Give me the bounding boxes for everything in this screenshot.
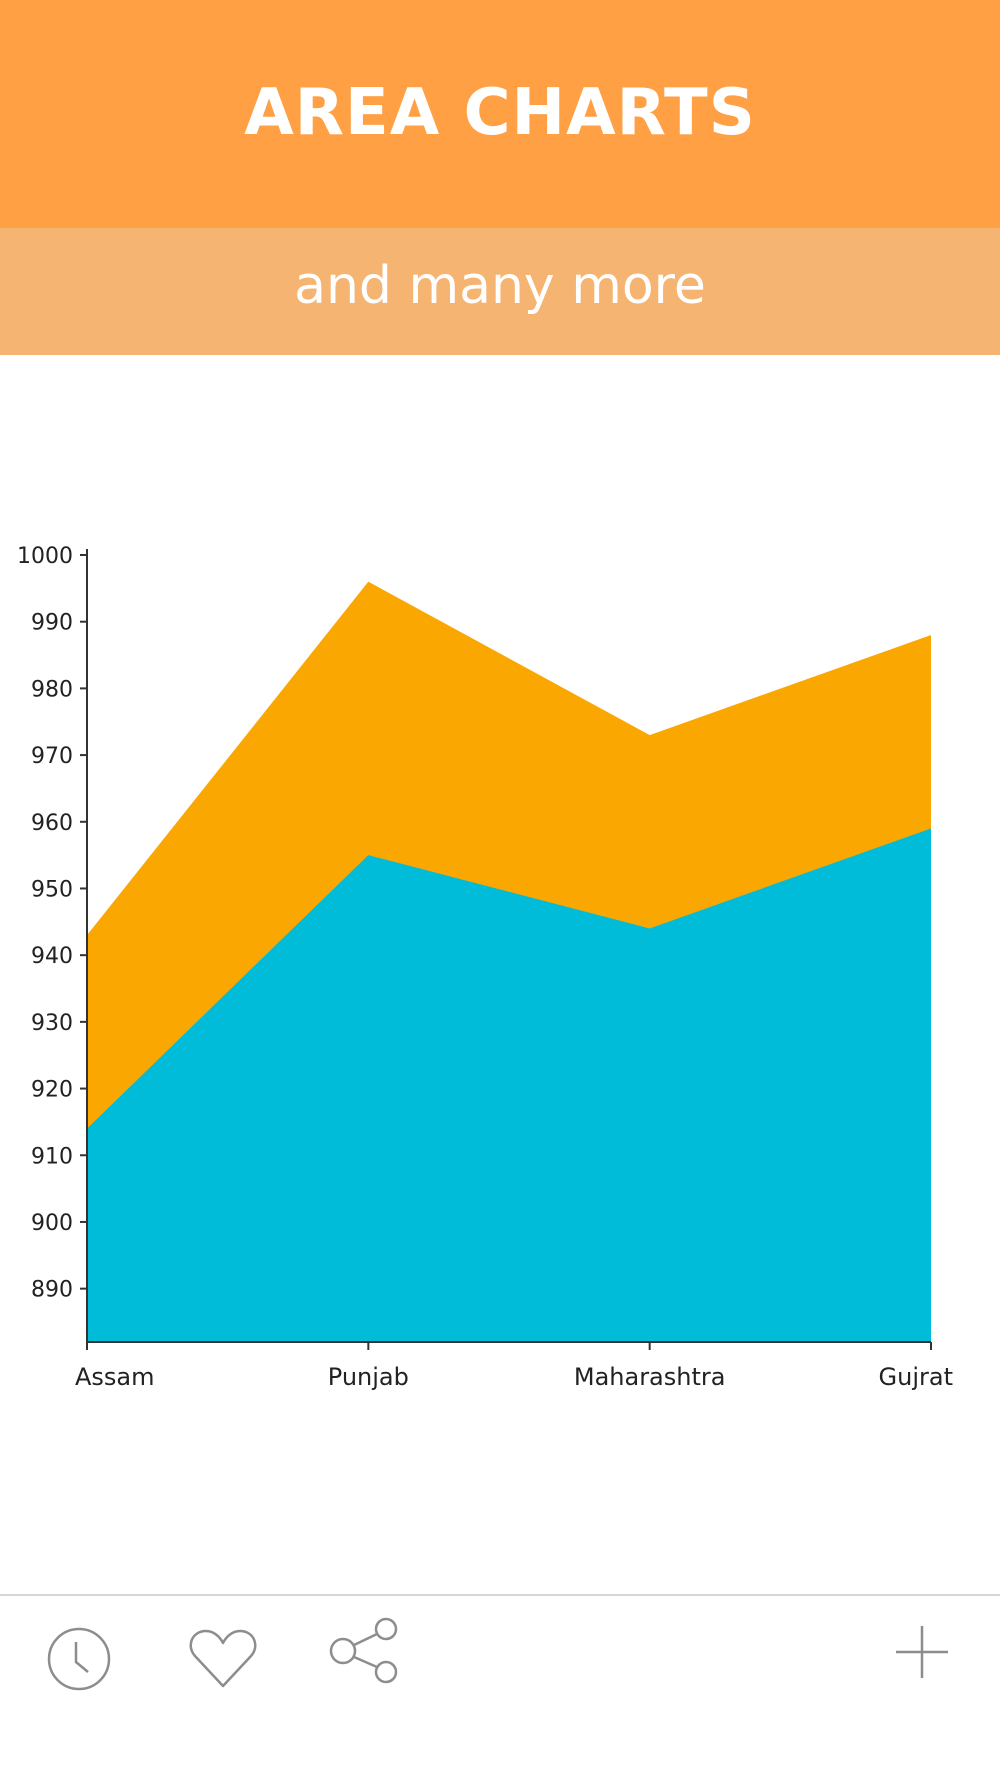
- y-tick-label: 910: [31, 1144, 73, 1169]
- y-tick-label: 990: [31, 611, 73, 636]
- x-tick-label: Gujrat: [879, 1363, 953, 1391]
- y-tick-label: 980: [31, 677, 73, 702]
- area-chart: 890 900 910 920 930 940 950 960 970 980 990 1000 Ass…: [17, 544, 953, 1391]
- y-tick-label: 930: [31, 1011, 73, 1036]
- y-tick-label: 970: [31, 744, 73, 769]
- share-icon[interactable]: [328, 1616, 400, 1686]
- x-tick-label: Maharashtra: [574, 1363, 726, 1391]
- plus-icon[interactable]: [894, 1624, 950, 1680]
- clock-icon[interactable]: [46, 1626, 112, 1692]
- subheader-banner: and many more: [0, 228, 1000, 355]
- y-tick-label: 960: [31, 811, 73, 836]
- x-tick-label: Punjab: [328, 1363, 409, 1391]
- heart-icon[interactable]: [188, 1628, 258, 1690]
- chart-area: 890 900 910 920 930 940 950 960 970 980 990 1000 Ass…: [0, 355, 1000, 1595]
- y-tick-label: 920: [31, 1078, 73, 1103]
- subheader-text: and many more: [294, 255, 706, 316]
- y-tick-label: 900: [31, 1211, 73, 1236]
- y-tick-label: 1000: [17, 544, 73, 569]
- page-title: AREA CHARTS: [244, 76, 756, 150]
- y-tick-label: 890: [31, 1278, 73, 1303]
- area-series-1: [87, 828, 931, 1342]
- app-header: AREA CHARTS: [0, 0, 1000, 228]
- x-tick-label: Assam: [75, 1363, 155, 1391]
- bottom-toolbar: [0, 1594, 1000, 1780]
- y-tick-label: 940: [31, 944, 73, 969]
- y-tick-label: 950: [31, 877, 73, 902]
